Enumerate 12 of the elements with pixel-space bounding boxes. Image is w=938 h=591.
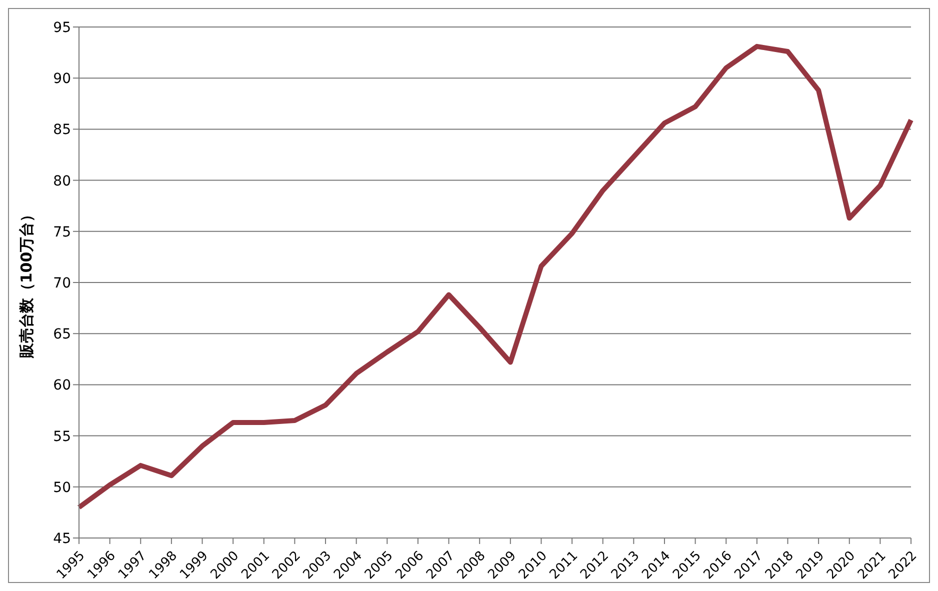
- y-tick-label: 70: [53, 275, 71, 292]
- y-tick-label: 85: [53, 122, 71, 138]
- y-tick-label: 55: [53, 428, 71, 445]
- y-tick-label: 60: [53, 378, 71, 394]
- y-tick-label: 90: [53, 71, 71, 88]
- y-axis-title: 販売台数（100万台）: [17, 206, 36, 360]
- y-tick-label: 65: [53, 326, 71, 343]
- y-tick-label: 75: [53, 224, 71, 240]
- y-tick-label: 95: [53, 20, 71, 36]
- y-tick-label: 45: [53, 530, 71, 547]
- y-tick-label: 80: [53, 173, 71, 190]
- y-tick-label: 50: [53, 480, 71, 496]
